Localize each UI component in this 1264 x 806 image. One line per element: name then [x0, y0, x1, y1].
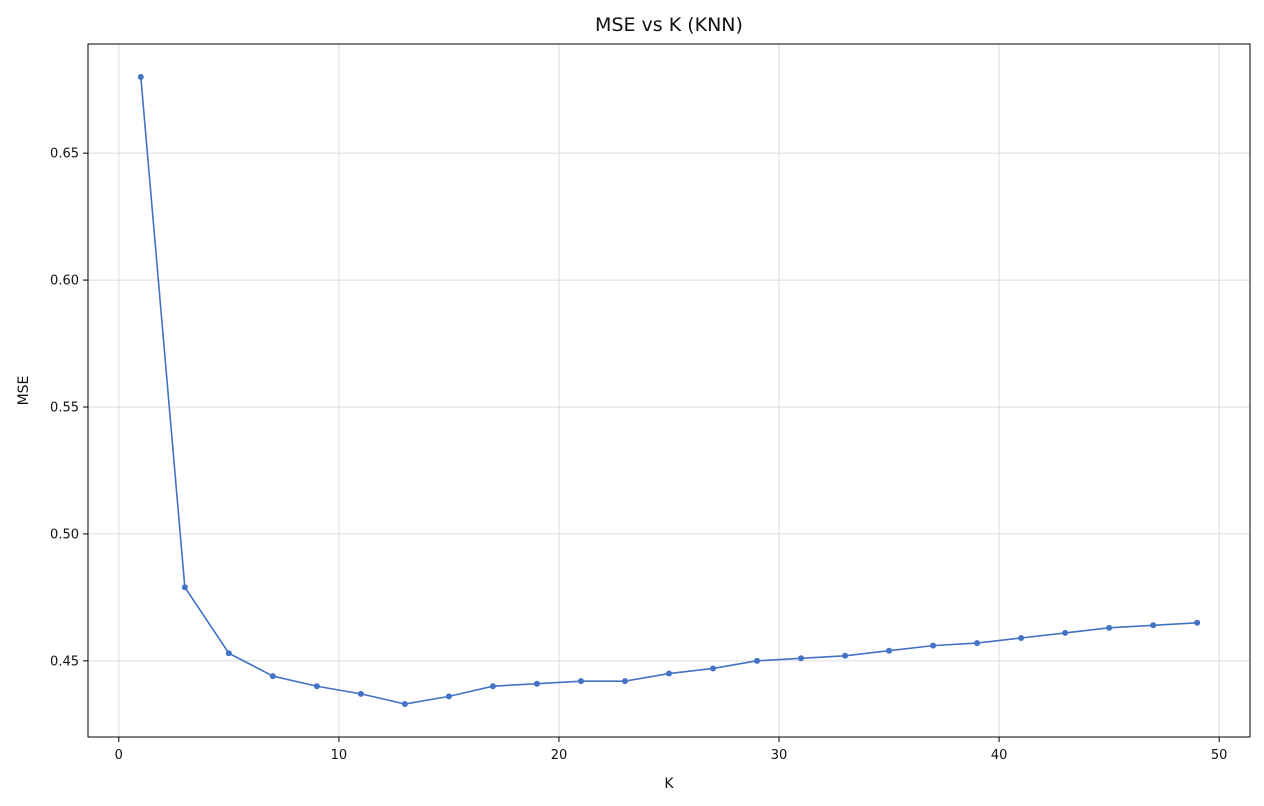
x-tick-label: 0 [115, 748, 123, 763]
data-point [930, 642, 937, 649]
data-point [577, 678, 584, 685]
data-point [842, 652, 849, 659]
data-point [489, 683, 496, 690]
series-layer [137, 74, 1201, 707]
y-axis-label: MSE [16, 376, 32, 406]
data-point [445, 693, 452, 700]
x-tick-label: 10 [331, 748, 348, 763]
data-point [798, 655, 805, 662]
data-point [1150, 622, 1157, 629]
data-point [533, 680, 540, 687]
data-point [137, 74, 144, 80]
x-tick-label: 40 [991, 748, 1008, 763]
data-point [974, 640, 981, 647]
x-tick-label: 20 [551, 748, 568, 763]
data-point [313, 683, 320, 690]
x-tick-label: 30 [771, 748, 788, 763]
data-point [666, 670, 672, 677]
data-point [754, 657, 761, 664]
y-tick-label: 0.45 [50, 654, 79, 669]
data-point [357, 690, 364, 697]
y-tick-label: 0.50 [50, 527, 79, 542]
data-point [401, 701, 408, 707]
plot-frame [87, 43, 1251, 738]
data-point [621, 678, 628, 685]
y-tick-label: 0.55 [50, 401, 79, 416]
data-point [1062, 629, 1069, 636]
chart-title: MSE vs K (KNN) [595, 14, 743, 36]
grid [88, 44, 1250, 737]
data-point [886, 647, 893, 654]
y-tick-label: 0.60 [50, 274, 79, 289]
ticks: 0 10 20 30 40 50 0.45 0.50 0.55 0.60 0.65 [50, 147, 1227, 763]
data-point [1018, 635, 1025, 641]
data-point [181, 584, 188, 591]
x-axis-label: K [664, 776, 674, 792]
data-point [1106, 624, 1113, 631]
data-point [1194, 619, 1201, 626]
x-tick-label: 50 [1211, 748, 1228, 763]
data-point [269, 673, 276, 680]
data-point [225, 650, 232, 657]
data-point [710, 665, 717, 672]
y-tick-label: 0.65 [50, 147, 79, 162]
